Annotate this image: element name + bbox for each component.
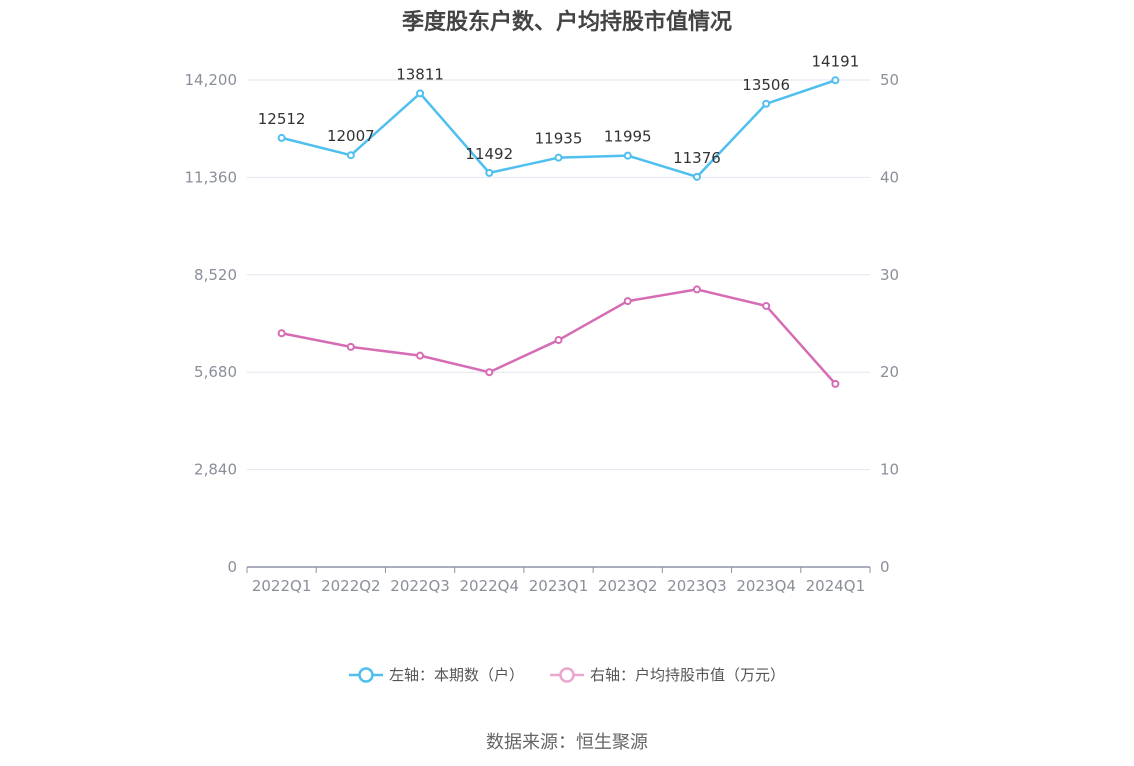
x-axis-tick-label: 2022Q3 xyxy=(390,577,450,595)
data-point-market-value xyxy=(831,379,840,388)
chart-svg: 0 0 2,840 10 5,680 20 8,520 30 11,360 40 14,200 50 2… xyxy=(185,52,900,595)
x-axis-tick-label: 2023Q1 xyxy=(529,577,589,595)
left-axis-tick-label: 2,840 xyxy=(194,461,237,479)
legend-line-marker-pink-icon xyxy=(550,666,584,683)
left-axis-tick-label: 0 xyxy=(227,558,237,576)
right-axis-tick-label: 0 xyxy=(880,558,890,576)
x-axis-tick-label: 2022Q2 xyxy=(321,577,381,595)
data-point-market-value xyxy=(762,301,771,310)
left-axis-tick-label: 11,360 xyxy=(185,168,238,186)
x-axis-tick-label: 2023Q2 xyxy=(598,577,658,595)
data-label: 11492 xyxy=(465,145,513,163)
x-axis-tick-label: 2023Q3 xyxy=(667,577,727,595)
data-point-market-value xyxy=(623,297,632,306)
right-axis-tick-label: 40 xyxy=(880,168,899,186)
data-label: 14191 xyxy=(812,52,860,70)
left-axis-tick-label: 14,200 xyxy=(185,71,238,89)
data-point-holders xyxy=(831,76,840,85)
x-axis-tick-label: 2024Q1 xyxy=(806,577,866,595)
data-point-market-value xyxy=(692,285,701,294)
right-axis-tick-label: 10 xyxy=(880,461,899,479)
data-label: 11935 xyxy=(535,130,583,148)
legend-item-left-axis[interactable]: 左轴：本期数（户） xyxy=(348,664,524,685)
x-axis-tick-label: 2022Q4 xyxy=(460,577,520,595)
data-source: 数据来源：恒生聚源 xyxy=(486,732,648,753)
data-label: 11995 xyxy=(604,128,652,146)
data-point-holders xyxy=(692,172,701,181)
legend-label-left-axis: 左轴：本期数（户） xyxy=(388,666,524,684)
data-point-market-value xyxy=(277,329,286,338)
data-label: 12512 xyxy=(258,110,306,128)
right-axis-tick-label: 20 xyxy=(880,363,899,381)
data-label: 13811 xyxy=(396,65,444,83)
data-point-holders xyxy=(277,133,286,142)
right-axis-tick-label: 50 xyxy=(880,71,899,89)
data-point-holders xyxy=(416,89,425,98)
right-axis-tick-label: 30 xyxy=(880,266,899,284)
left-axis-tick-label: 5,680 xyxy=(194,363,237,381)
data-point-holders xyxy=(346,151,355,160)
data-point-market-value xyxy=(346,342,355,351)
data-point-market-value xyxy=(554,336,563,345)
legend: 左轴：本期数（户） 右轴：户均持股市值（万元） xyxy=(0,664,1134,685)
data-label: 12007 xyxy=(327,127,375,145)
data-point-holders xyxy=(485,168,494,177)
data-point-market-value xyxy=(416,351,425,360)
legend-item-right-axis[interactable]: 右轴：户均持股市值（万元） xyxy=(550,664,785,685)
data-point-holders xyxy=(762,99,771,108)
data-label: 13506 xyxy=(742,76,790,94)
data-point-holders xyxy=(623,151,632,160)
chart-title: 季度股东户数、户均持股市值情况 xyxy=(401,10,732,35)
legend-label-right-axis: 右轴：户均持股市值（万元） xyxy=(590,666,786,684)
data-point-market-value xyxy=(485,368,494,377)
left-axis-tick-label: 8,520 xyxy=(194,266,237,284)
legend-line-marker-blue-icon xyxy=(348,666,383,683)
data-point-holders xyxy=(554,153,563,162)
x-axis-tick-label: 2022Q1 xyxy=(252,577,312,595)
data-label: 11376 xyxy=(673,149,721,167)
x-axis-tick-label: 2023Q4 xyxy=(736,577,796,595)
